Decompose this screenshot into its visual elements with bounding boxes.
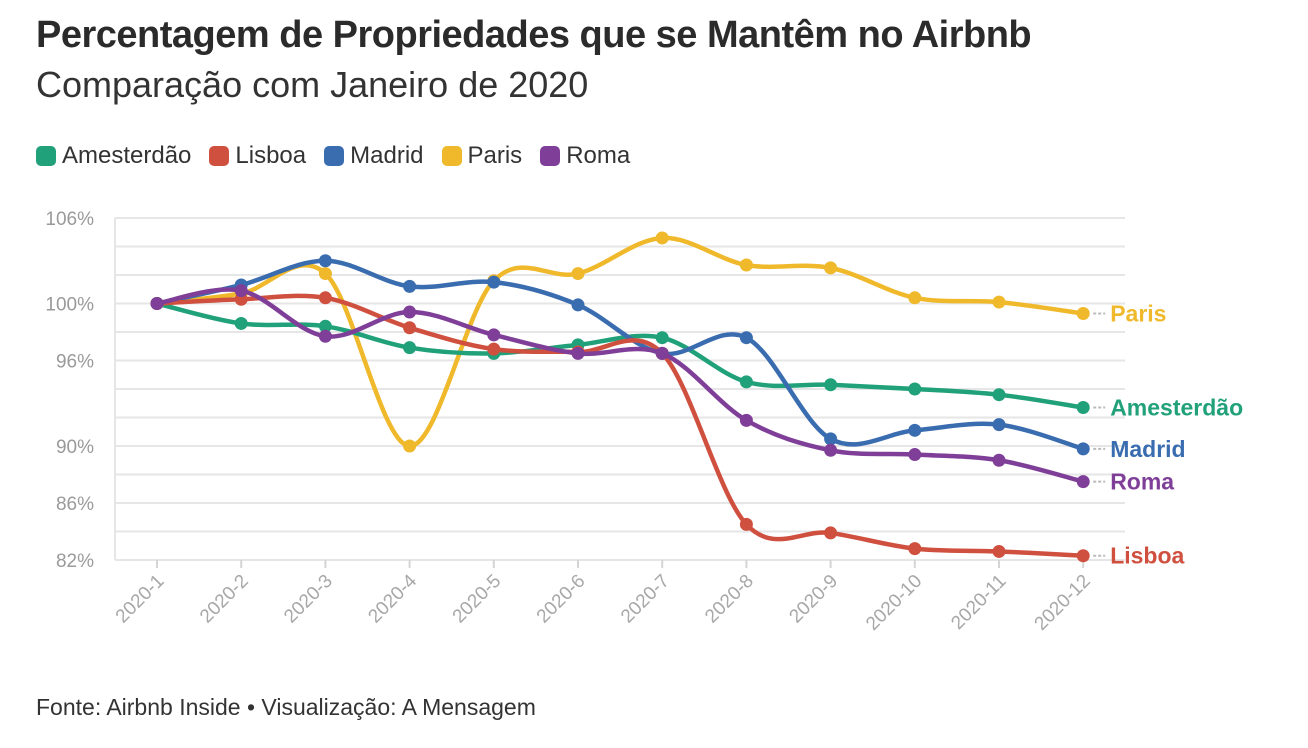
data-point-roma xyxy=(908,448,922,462)
data-point-madrid xyxy=(318,254,332,268)
legend: Amesterdão Lisboa Madrid Paris Roma xyxy=(36,142,630,170)
y-tick-label: 96% xyxy=(56,352,94,373)
source-footer: Fonte: Airbnb Inside • Visualização: A M… xyxy=(36,694,536,720)
end-label-roma: Roma xyxy=(1110,469,1174,495)
data-point-paris xyxy=(655,231,669,245)
x-tick-label: 2020-8 xyxy=(701,571,758,628)
data-point-amesterdao xyxy=(739,375,753,389)
end-label-lisboa: Lisboa xyxy=(1110,543,1184,569)
gridlines xyxy=(114,217,1125,561)
data-point-madrid xyxy=(487,275,501,289)
legend-swatch xyxy=(324,146,345,166)
legend-item-madrid: Madrid xyxy=(324,142,424,170)
data-point-lisboa xyxy=(739,517,753,531)
data-point-amesterdao xyxy=(655,331,669,345)
data-point-madrid xyxy=(403,279,417,293)
data-point-roma xyxy=(318,329,332,343)
data-point-paris xyxy=(318,267,332,281)
data-point-amesterdao xyxy=(824,378,838,392)
end-label-amesterdao: Amesterdão xyxy=(1110,395,1243,421)
end-label-madrid: Madrid xyxy=(1110,436,1185,462)
data-point-roma xyxy=(150,297,164,310)
y-tick-label: 106% xyxy=(45,209,94,230)
data-point-lisboa xyxy=(403,321,417,335)
x-tick-label: 2020-6 xyxy=(533,571,590,628)
legend-label: Lisboa xyxy=(235,142,307,169)
legend-label: Amesterdão xyxy=(62,142,192,169)
series-amesterdao xyxy=(150,297,1090,415)
series-madrid xyxy=(150,254,1090,456)
series-line-madrid xyxy=(154,258,1086,452)
data-point-paris xyxy=(992,295,1006,309)
x-tick-label: 2020-10 xyxy=(862,571,926,635)
x-tick-label: 2020-7 xyxy=(617,571,674,628)
data-point-lisboa xyxy=(824,526,838,540)
x-tick-label: 2020-11 xyxy=(947,571,1010,634)
x-tick-label: 2020-12 xyxy=(1031,571,1095,635)
data-point-paris xyxy=(739,258,753,272)
data-point-roma xyxy=(571,346,585,360)
data-point-amesterdao xyxy=(908,382,922,396)
data-point-amesterdao xyxy=(992,388,1006,402)
data-point-madrid xyxy=(824,432,838,446)
legend-swatch xyxy=(540,146,561,166)
x-tick-label: 2020-2 xyxy=(196,571,253,628)
x-tick-label: 2020-3 xyxy=(280,571,337,628)
legend-label: Roma xyxy=(566,142,631,169)
chart-subtitle: Comparação com Janeiro de 2020 xyxy=(36,64,589,105)
data-point-lisboa xyxy=(908,542,922,556)
y-tick-label: 90% xyxy=(56,437,94,458)
y-tick-label: 86% xyxy=(56,494,94,515)
data-point-amesterdao xyxy=(234,316,248,330)
data-point-lisboa xyxy=(1076,549,1090,563)
data-point-madrid xyxy=(908,423,922,437)
x-tick-label: 2020-5 xyxy=(449,571,506,628)
data-point-lisboa xyxy=(992,544,1006,558)
legend-item-roma: Roma xyxy=(540,142,630,170)
x-tick-label: 2020-4 xyxy=(364,570,421,627)
legend-item-paris: Paris xyxy=(441,142,523,170)
y-tick-label: 82% xyxy=(56,551,94,572)
data-point-lisboa xyxy=(318,291,332,305)
series-line-amesterdao xyxy=(154,301,1086,410)
series-line-roma xyxy=(154,287,1086,484)
data-point-roma xyxy=(992,453,1006,467)
data-point-madrid xyxy=(1076,442,1090,456)
legend-swatch xyxy=(441,146,462,166)
x-tick-label: 2020-1 xyxy=(112,571,169,628)
end-label-paris: Paris xyxy=(1110,300,1166,326)
legend-label: Madrid xyxy=(350,142,424,169)
data-point-roma xyxy=(403,305,417,319)
data-point-amesterdao xyxy=(1076,401,1090,415)
data-point-madrid xyxy=(571,298,585,312)
x-tick-label: 2020-9 xyxy=(785,571,842,628)
data-point-madrid xyxy=(992,418,1006,432)
data-point-roma xyxy=(487,328,501,342)
data-point-roma xyxy=(655,346,669,360)
data-point-roma xyxy=(824,443,838,457)
data-point-roma xyxy=(234,284,248,298)
data-point-paris xyxy=(571,267,585,281)
chart-title: Percentagem de Propriedades que se Mantê… xyxy=(36,14,1032,56)
series-roma xyxy=(150,284,1090,489)
legend-item-amesterdao: Amesterdão xyxy=(36,142,191,170)
data-point-roma xyxy=(1076,475,1090,489)
legend-item-lisboa: Lisboa xyxy=(209,142,306,170)
data-point-amesterdao xyxy=(403,341,417,355)
data-point-paris xyxy=(1076,306,1090,320)
data-point-paris xyxy=(908,291,922,305)
legend-swatch xyxy=(209,146,230,166)
y-tick-label: 100% xyxy=(45,295,94,316)
data-point-madrid xyxy=(739,331,753,345)
series-paris xyxy=(150,231,1090,453)
data-point-roma xyxy=(739,413,753,427)
data-point-lisboa xyxy=(487,342,501,356)
data-point-paris xyxy=(824,261,838,275)
data-point-paris xyxy=(403,439,417,453)
legend-swatch xyxy=(36,146,56,166)
data-point-amesterdao xyxy=(318,319,332,333)
legend-label: Paris xyxy=(467,142,523,169)
